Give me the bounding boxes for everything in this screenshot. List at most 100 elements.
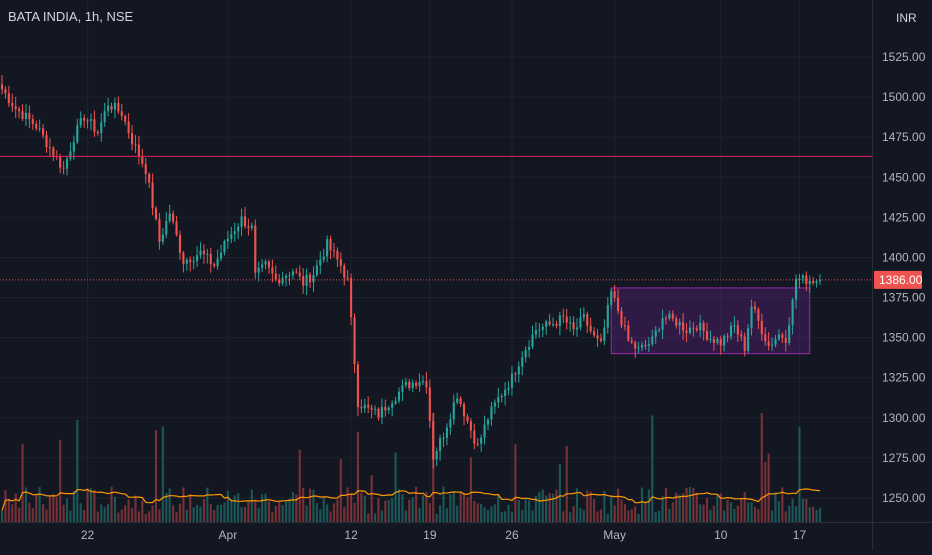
volume-bar <box>130 507 134 522</box>
candle <box>308 272 312 288</box>
candle <box>572 316 575 336</box>
volume-bar <box>100 504 103 522</box>
candle <box>219 244 223 262</box>
volume-bar <box>589 491 592 522</box>
volume-bar <box>582 510 585 522</box>
candle <box>415 380 418 390</box>
candle-body <box>350 278 353 318</box>
candle-body <box>148 173 151 183</box>
volume-bar <box>671 502 674 522</box>
volume-bar <box>452 491 455 522</box>
candle <box>206 248 209 264</box>
candle-body <box>48 147 51 149</box>
volume-bar <box>172 505 175 522</box>
candle-body <box>425 381 428 388</box>
candle <box>777 329 780 341</box>
volume-bar <box>89 488 93 522</box>
candle-body <box>589 325 592 332</box>
candle-body <box>45 135 48 148</box>
candle-body <box>31 119 34 125</box>
volume-bar <box>548 492 551 522</box>
candle-body <box>692 327 695 329</box>
candle <box>151 173 154 216</box>
candle <box>791 297 794 335</box>
volume-bar <box>569 512 572 522</box>
candle-body <box>596 335 599 339</box>
volume-bar <box>760 413 763 522</box>
candle-body <box>613 291 616 298</box>
candle-body <box>59 156 62 168</box>
candle-body <box>230 234 233 239</box>
candle <box>548 313 551 327</box>
candle-body <box>302 276 305 286</box>
volume-bar <box>517 499 520 522</box>
volume-bar <box>634 506 637 522</box>
candle-body <box>435 451 438 460</box>
candle <box>107 98 110 117</box>
candle <box>394 396 397 406</box>
candle-body <box>654 330 657 337</box>
volume-bar <box>757 509 760 522</box>
volume-bar <box>0 510 4 522</box>
volume-bar <box>818 508 822 522</box>
price-tick-label: 1475.00 <box>882 130 926 144</box>
volume-bar <box>623 504 626 522</box>
candle <box>213 262 216 269</box>
candle <box>812 276 815 286</box>
candle <box>199 242 202 259</box>
volume-bar <box>538 491 541 522</box>
volume-bar <box>254 500 257 522</box>
volume-bar <box>308 488 312 522</box>
candle-body <box>247 226 250 228</box>
consolidation-box <box>610 287 811 355</box>
candle-body <box>367 404 370 408</box>
candle-body <box>753 306 757 310</box>
volume-bar <box>610 496 613 522</box>
volume-bar <box>52 494 55 522</box>
volume-bar <box>401 494 404 522</box>
volume-bar <box>558 464 561 522</box>
candle <box>449 413 452 435</box>
candle <box>315 260 318 277</box>
volume-bar <box>490 506 493 522</box>
volume-bar <box>305 505 308 522</box>
volume-bar <box>794 506 798 522</box>
candle-body <box>261 264 264 268</box>
candle-body <box>784 337 787 343</box>
candle-body <box>404 381 407 386</box>
volume-bar <box>541 489 544 522</box>
candle <box>233 222 236 242</box>
candle-body <box>189 259 192 263</box>
candle-body <box>740 334 743 337</box>
candle-body <box>52 147 55 157</box>
candle <box>623 316 626 331</box>
volume-bar <box>377 498 380 522</box>
candle-body <box>21 111 24 119</box>
candle-body <box>476 443 479 445</box>
candle-body <box>439 438 442 452</box>
candle <box>144 158 147 184</box>
price-tick-label: 1400.00 <box>882 250 926 264</box>
volume-bar <box>230 499 233 522</box>
candle-body <box>788 324 791 343</box>
volume-bars <box>0 413 822 522</box>
candle <box>322 248 325 263</box>
volume-bar <box>428 503 431 522</box>
candle <box>240 208 243 236</box>
candle <box>428 379 431 429</box>
price-tick-label: 1500.00 <box>882 90 926 104</box>
candle <box>651 329 654 347</box>
candle-body <box>130 133 134 145</box>
volume-bar <box>596 511 599 522</box>
candle <box>432 412 435 469</box>
candle-body <box>72 142 75 152</box>
candle-body <box>705 331 709 340</box>
candle <box>117 96 120 115</box>
candle <box>377 407 380 421</box>
candle <box>480 434 483 452</box>
candle-body <box>466 416 469 422</box>
candle <box>490 402 493 426</box>
candle-body <box>356 364 360 408</box>
